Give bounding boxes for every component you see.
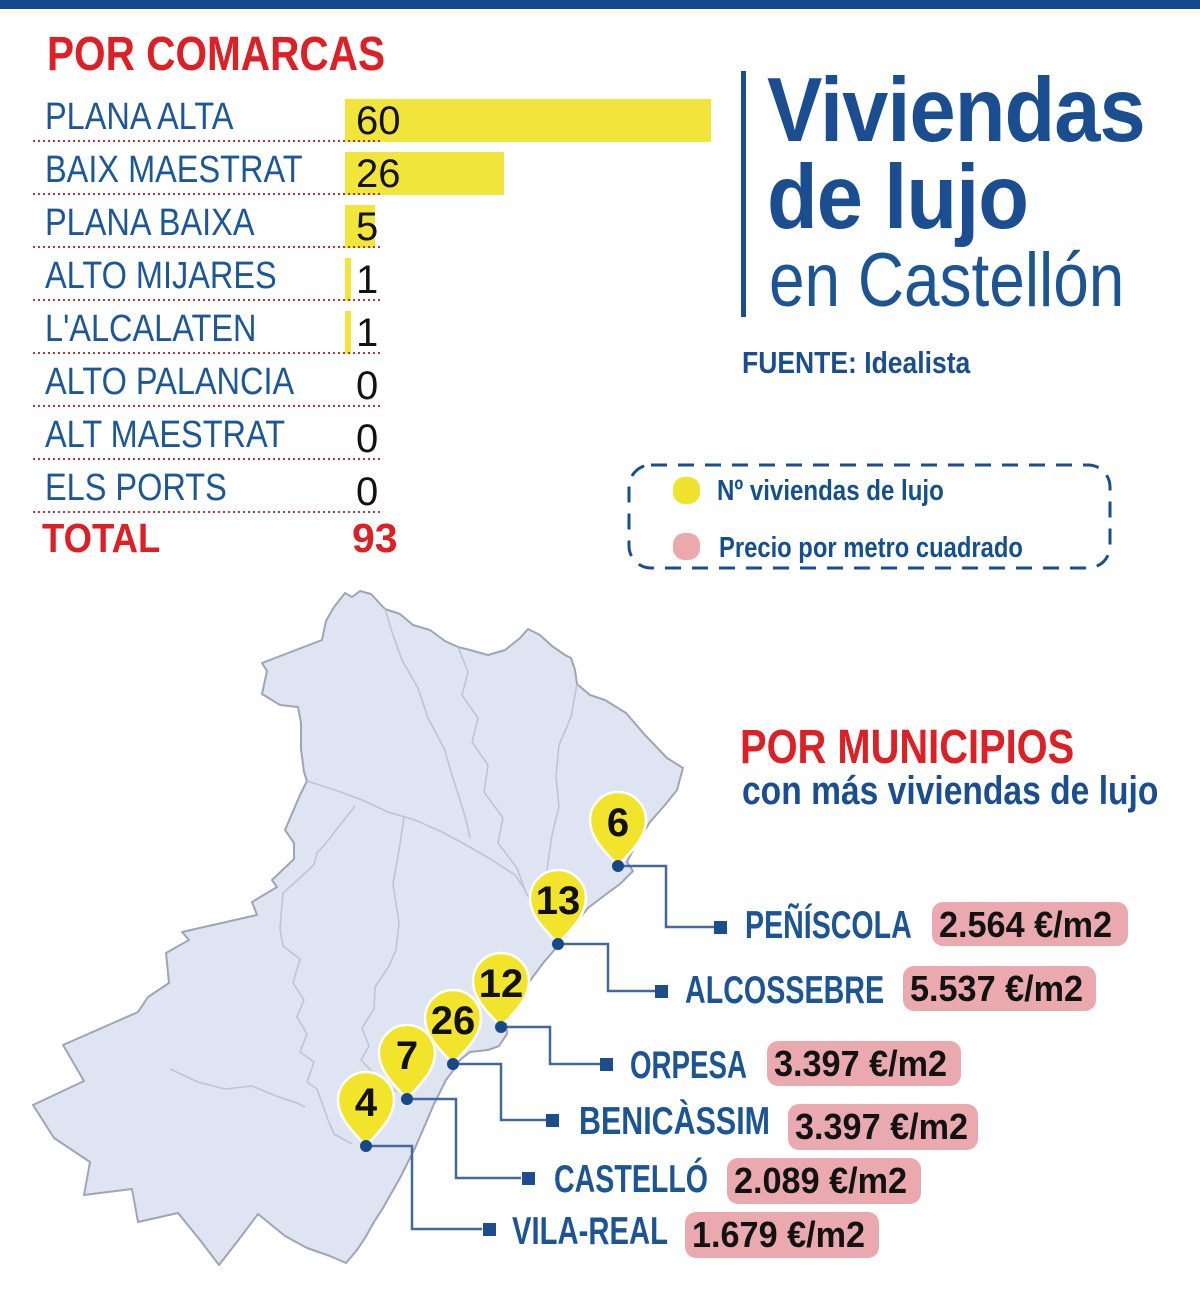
svg-text:4: 4 bbox=[355, 1081, 378, 1125]
svg-text:12: 12 bbox=[479, 962, 524, 1006]
svg-text:13: 13 bbox=[536, 879, 581, 923]
svg-text:7: 7 bbox=[396, 1034, 418, 1078]
svg-text:26: 26 bbox=[431, 999, 476, 1043]
svg-text:6: 6 bbox=[607, 801, 629, 845]
